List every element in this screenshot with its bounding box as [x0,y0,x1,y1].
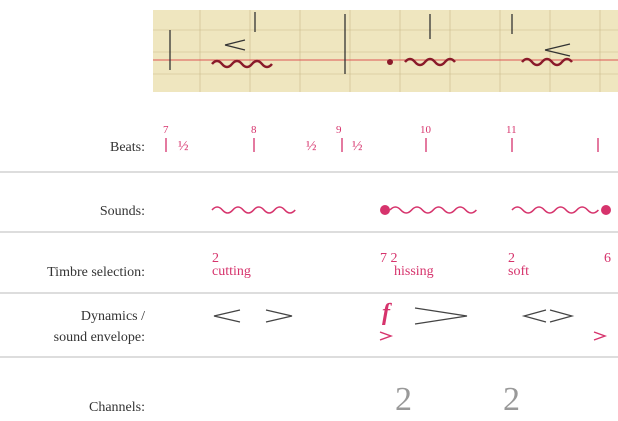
beat-number: 8 [251,124,257,136]
channel: 2 [395,381,412,418]
figure: Beats: Sounds: Timbre selection: Dynamic… [0,0,618,421]
beat-number: 7 [163,124,169,136]
beat-fraction: ½ [306,139,317,154]
row-label: Channels: [89,400,145,415]
accents [380,332,605,340]
beat-fraction: ½ [178,139,189,154]
row-label: Timbre selection: [47,265,145,280]
timbre-name: hissing [394,264,434,279]
row-label: Sounds: [100,204,145,219]
beat-fraction: ½ [352,139,363,154]
timbre-name: soft [508,264,529,279]
beat-number: 11 [506,124,517,136]
dynamics [214,308,572,324]
sound-dot [601,205,611,215]
row-label: Beats: [110,140,145,155]
timbre-number: 6 [604,251,611,266]
row-label: Dynamics / [81,309,145,324]
channel: 2 [503,381,520,418]
timbre-name: cutting [212,264,251,279]
beat-number: 10 [420,124,432,136]
forte: f [382,300,392,326]
manuscript-scan [153,10,618,92]
sounds [212,207,598,213]
row-label: sound envelope: [54,330,145,345]
beat-number: 9 [336,124,342,136]
sound-dot [380,205,390,215]
beats: 7 ½ 8 ½ 9 ½ 10 11 [163,124,598,154]
